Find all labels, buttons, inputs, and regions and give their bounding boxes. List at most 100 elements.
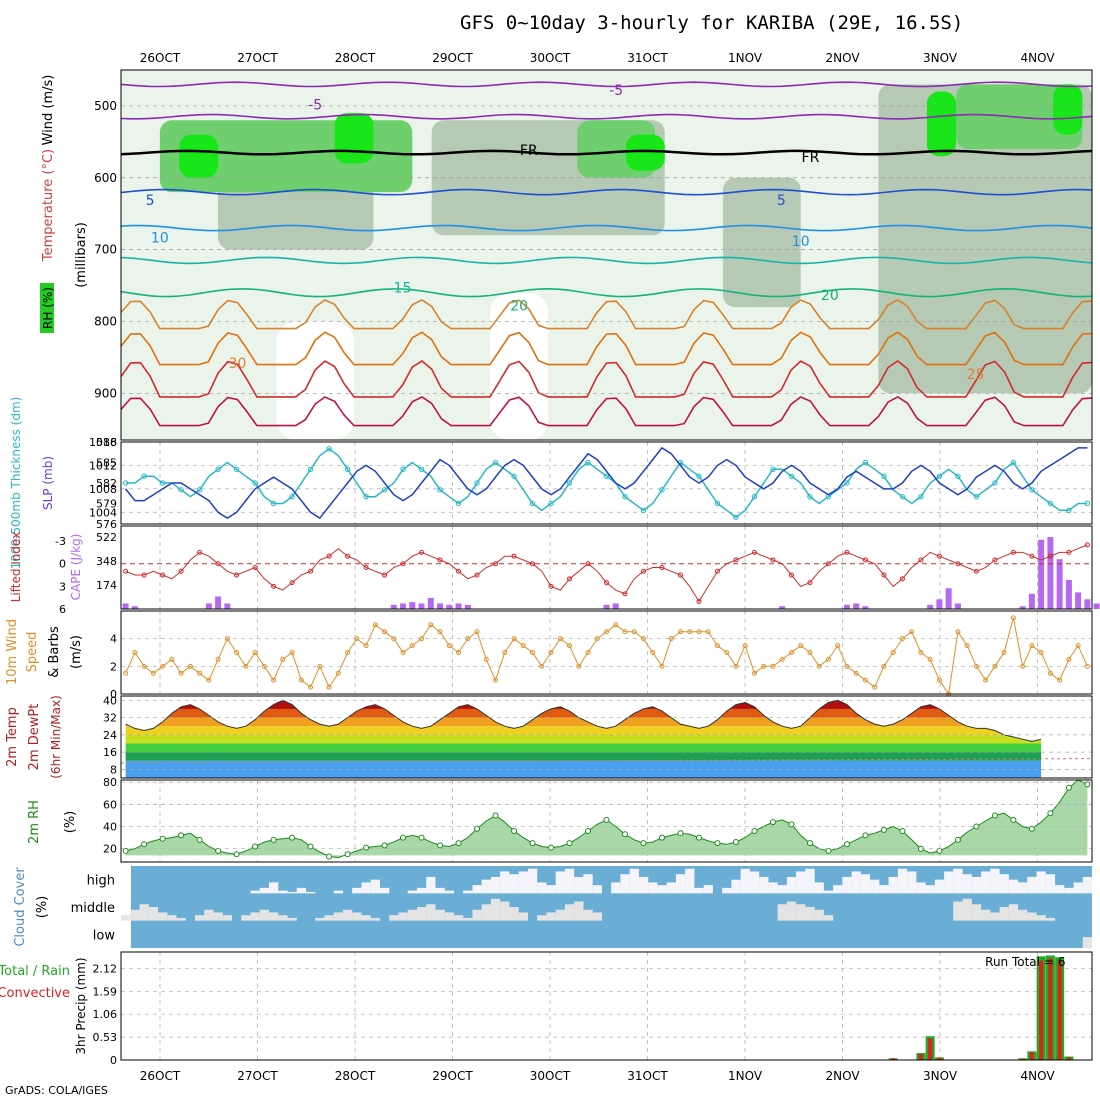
wind-point-50 xyxy=(585,650,591,655)
li-point-74 xyxy=(807,580,813,586)
cloud-row-label-middle: middle xyxy=(71,901,115,916)
contour-label-1: -5 xyxy=(609,83,623,99)
rh-blob-10 xyxy=(926,91,957,157)
cape-bar-53 xyxy=(612,603,619,609)
cloud-high-cell-55 xyxy=(629,868,639,894)
rh-point-18 xyxy=(289,834,296,841)
cloud-middle-cell-5 xyxy=(167,915,177,921)
thickness-point-42 xyxy=(511,473,517,479)
rh-point-40 xyxy=(492,812,499,819)
thickness-point-6 xyxy=(178,487,184,493)
rh-point-104 xyxy=(1084,781,1091,788)
cloud-high-cell-78 xyxy=(842,876,852,894)
rh-point-100 xyxy=(1047,810,1054,817)
cloud-middle-cell-43 xyxy=(518,912,528,921)
cloud-high-cell-91 xyxy=(962,874,972,894)
li-point-38 xyxy=(474,572,480,578)
thickness-point-40 xyxy=(492,459,499,466)
wind-point-95 xyxy=(1001,650,1007,655)
cape-bar-79 xyxy=(853,603,860,609)
cloud-middle-cell-33 xyxy=(426,904,436,921)
precip-conv-bar-101 xyxy=(1057,960,1062,1060)
cloud-middle-cell-38 xyxy=(472,909,482,921)
temp-contour-10 xyxy=(120,395,1093,427)
wind-point-63 xyxy=(705,629,711,635)
cloud-high-cell-73 xyxy=(796,871,806,894)
bottom-date-label-4: 30OCT xyxy=(530,1069,571,1083)
cloud-high-cell-17 xyxy=(278,890,288,894)
rh-point-48 xyxy=(566,840,573,847)
cloud-high-cell-62 xyxy=(694,887,704,894)
cloud-middle-cell-45 xyxy=(537,915,547,921)
thickness-point-12 xyxy=(233,466,240,473)
wind-point-90 xyxy=(955,629,961,635)
cloud-high-cell-85 xyxy=(907,871,917,894)
cape-bar-33 xyxy=(427,597,434,609)
wind-point-80 xyxy=(862,677,868,683)
wind-point-17 xyxy=(280,656,286,662)
li-point-90 xyxy=(955,561,961,567)
rh-point-58 xyxy=(658,834,665,841)
cloud-middle-cell-96 xyxy=(1008,904,1019,921)
thickness-point-90 xyxy=(955,473,961,479)
wind-point-29 xyxy=(391,636,397,642)
temp-contour-2 xyxy=(120,149,1093,156)
thickness-point-84 xyxy=(899,493,906,500)
cloud-high-cell-20 xyxy=(305,891,316,894)
li-point-18 xyxy=(289,580,295,586)
precip-tick-1: 0.53 xyxy=(93,1031,118,1044)
thickness-point-0 xyxy=(122,480,129,486)
wind-point-9 xyxy=(206,677,212,683)
upper-y-tick-3: 800 xyxy=(94,314,117,328)
rh-blob-3 xyxy=(878,84,1092,394)
li-point-68 xyxy=(751,549,757,555)
rh-point-102 xyxy=(1065,784,1072,791)
cape-bar-31 xyxy=(409,602,416,609)
thickness-point-68 xyxy=(751,493,758,500)
thickness-point-16 xyxy=(270,500,277,507)
wind-point-58 xyxy=(659,663,665,669)
cape-bar-78 xyxy=(843,604,850,609)
wind-point-12 xyxy=(234,650,240,655)
rh-tick-2: 60 xyxy=(103,798,117,811)
dry-zone-0 xyxy=(489,292,549,440)
wind-point-72 xyxy=(788,650,794,655)
rh-point-62 xyxy=(695,834,702,841)
precip-conv-bar-98 xyxy=(1029,1052,1034,1060)
thickness-point-96 xyxy=(1010,459,1017,466)
li-point-82 xyxy=(881,572,887,578)
wind-point-11 xyxy=(224,636,230,642)
cloud-high-cell-50 xyxy=(583,874,593,894)
rh-point-96 xyxy=(1010,816,1017,823)
cloud-panel: high middle low xyxy=(71,866,1093,948)
footer-credit: GrADS: COLA/IGES xyxy=(5,1084,108,1097)
rh-blob-9 xyxy=(625,134,665,171)
rh-point-2 xyxy=(141,841,148,848)
thickness-point-26 xyxy=(363,493,369,500)
cloud-high-cell-101 xyxy=(1055,885,1065,894)
temp-contour-9 xyxy=(120,360,1093,398)
temp-axis-label: Temperature (°C) xyxy=(41,149,56,262)
bottom-date-label-6: 1NOV xyxy=(728,1069,763,1083)
bottom-date-label-8: 3NOV xyxy=(923,1069,958,1083)
thickness-tick-4: 588 xyxy=(96,436,117,449)
rh-point-74 xyxy=(806,840,813,847)
rh-point-28 xyxy=(381,842,388,849)
rh-point-42 xyxy=(511,827,518,834)
cape-bar-87 xyxy=(927,604,934,609)
pressure-axis-label: (millibars) xyxy=(74,222,89,288)
wind-point-6 xyxy=(178,670,184,676)
rh-tick-3: 80 xyxy=(103,776,117,789)
cloud-high-cell-37 xyxy=(463,890,473,894)
cloud-high-cell-97 xyxy=(1018,882,1028,894)
cloud-background xyxy=(131,866,1092,948)
cape-bar-71 xyxy=(779,606,786,609)
wind-point-65 xyxy=(724,650,730,655)
rh-point-94 xyxy=(991,812,998,819)
temp-tick-3: 32 xyxy=(103,712,117,725)
wind-point-70 xyxy=(770,663,776,669)
contour-label-4: 5 xyxy=(146,193,155,209)
dry-zone-1 xyxy=(276,321,355,440)
rh-point-14 xyxy=(252,843,259,850)
li-point-80 xyxy=(862,557,868,563)
